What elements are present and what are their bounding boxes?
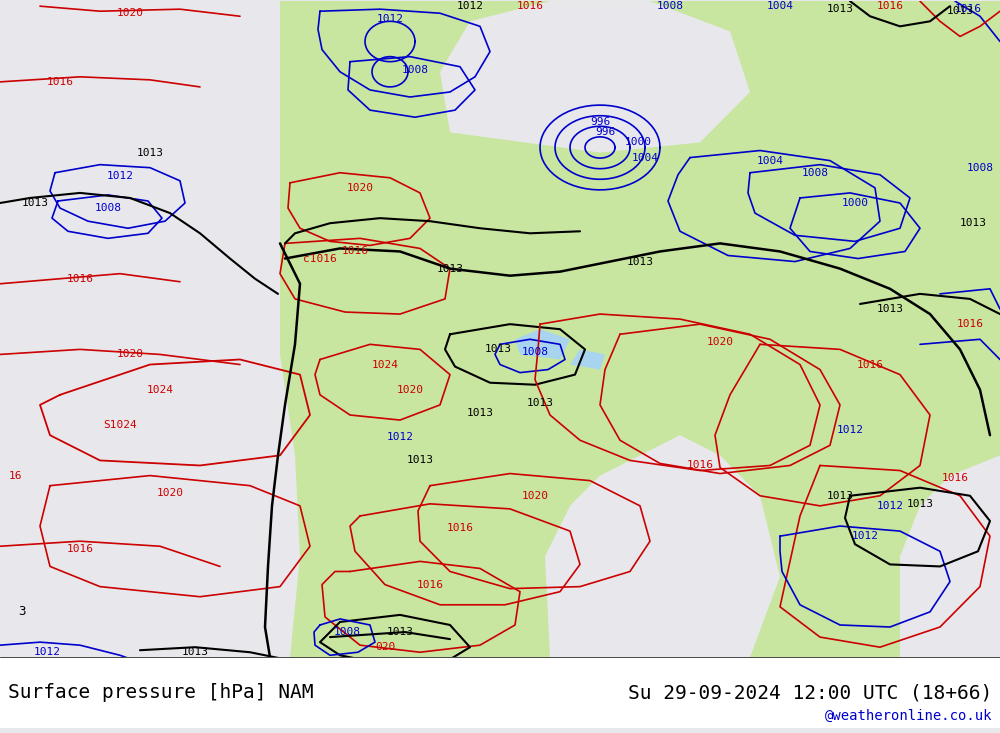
Polygon shape xyxy=(0,1,300,658)
Text: 1016: 1016 xyxy=(342,246,368,257)
Text: Su 29-09-2024 12:00 UTC (18+66): Su 29-09-2024 12:00 UTC (18+66) xyxy=(628,683,992,702)
Text: 1013: 1013 xyxy=(386,627,414,637)
Text: 1012: 1012 xyxy=(386,432,414,442)
Text: 996: 996 xyxy=(595,128,615,137)
Text: 020: 020 xyxy=(375,642,395,652)
Bar xyxy=(0,658,1000,728)
Text: c1016: c1016 xyxy=(303,254,337,264)
Text: 1012: 1012 xyxy=(106,171,134,181)
Text: 1020: 1020 xyxy=(522,491,548,501)
Text: 1013: 1013 xyxy=(466,408,494,418)
Text: 1008: 1008 xyxy=(522,347,548,358)
Text: 1013: 1013 xyxy=(526,398,554,408)
Text: 1012: 1012 xyxy=(34,647,60,658)
Text: 1016: 1016 xyxy=(66,273,94,284)
Text: 1016: 1016 xyxy=(956,319,984,329)
Text: 1012: 1012 xyxy=(852,531,879,541)
Text: S1024: S1024 xyxy=(103,420,137,430)
Text: 1012: 1012 xyxy=(876,501,904,511)
Text: 1020: 1020 xyxy=(396,385,424,395)
Text: 3: 3 xyxy=(18,605,26,618)
Text: 1020: 1020 xyxy=(347,183,374,193)
Text: 1016: 1016 xyxy=(46,77,74,87)
Text: 1008: 1008 xyxy=(402,65,428,75)
Text: 1020: 1020 xyxy=(116,8,144,18)
Text: 1016: 1016 xyxy=(954,4,982,14)
Text: 1024: 1024 xyxy=(146,385,174,395)
Text: @weatheronline.co.uk: @weatheronline.co.uk xyxy=(824,709,992,723)
Polygon shape xyxy=(440,1,750,152)
Text: 1013: 1013 xyxy=(946,6,974,16)
Text: 1000: 1000 xyxy=(624,138,652,147)
Polygon shape xyxy=(280,1,1000,658)
Text: 1008: 1008 xyxy=(966,163,994,173)
Text: 1020: 1020 xyxy=(706,337,734,347)
Text: 1016: 1016 xyxy=(856,359,884,369)
Text: 1008: 1008 xyxy=(334,627,360,637)
Text: 1016: 1016 xyxy=(876,1,904,11)
Text: 1020: 1020 xyxy=(116,350,144,359)
Text: 1016: 1016 xyxy=(416,580,444,589)
Text: 1013: 1013 xyxy=(406,455,434,465)
Text: 1013: 1013 xyxy=(960,218,986,228)
Text: 1016: 1016 xyxy=(66,545,94,554)
Text: 1013: 1013 xyxy=(484,345,512,354)
Text: 1012: 1012 xyxy=(456,1,484,11)
Text: 996: 996 xyxy=(590,117,610,128)
Text: 1024: 1024 xyxy=(372,359,398,369)
Text: 1012: 1012 xyxy=(836,425,864,435)
Polygon shape xyxy=(545,435,780,658)
Text: 1004: 1004 xyxy=(757,155,784,166)
Text: 1004: 1004 xyxy=(632,152,658,163)
Text: 1013: 1013 xyxy=(436,264,464,273)
Text: 1012: 1012 xyxy=(376,14,404,24)
Text: 1013: 1013 xyxy=(136,147,164,158)
Text: 1016: 1016 xyxy=(516,1,544,11)
Text: 1016: 1016 xyxy=(686,460,714,471)
Polygon shape xyxy=(900,455,1000,658)
Text: 1013: 1013 xyxy=(22,198,48,208)
Text: 1008: 1008 xyxy=(94,203,122,213)
Text: 1013: 1013 xyxy=(826,491,854,501)
Text: 1020: 1020 xyxy=(156,487,184,498)
Text: 1013: 1013 xyxy=(906,499,934,509)
Text: 1016: 1016 xyxy=(446,523,474,533)
Polygon shape xyxy=(515,329,570,359)
Text: Surface pressure [hPa] NAM: Surface pressure [hPa] NAM xyxy=(8,683,314,702)
Text: 1008: 1008 xyxy=(656,1,684,11)
Text: 1013: 1013 xyxy=(182,647,208,658)
Text: 1008: 1008 xyxy=(802,168,828,177)
Polygon shape xyxy=(570,350,605,369)
Text: 1000: 1000 xyxy=(842,198,868,208)
Text: 1013: 1013 xyxy=(876,304,904,314)
Text: 16: 16 xyxy=(8,471,22,481)
Text: 1004: 1004 xyxy=(767,1,794,11)
Text: 1013: 1013 xyxy=(826,4,854,14)
Text: 1016: 1016 xyxy=(942,473,968,482)
Text: 1013: 1013 xyxy=(626,257,654,267)
